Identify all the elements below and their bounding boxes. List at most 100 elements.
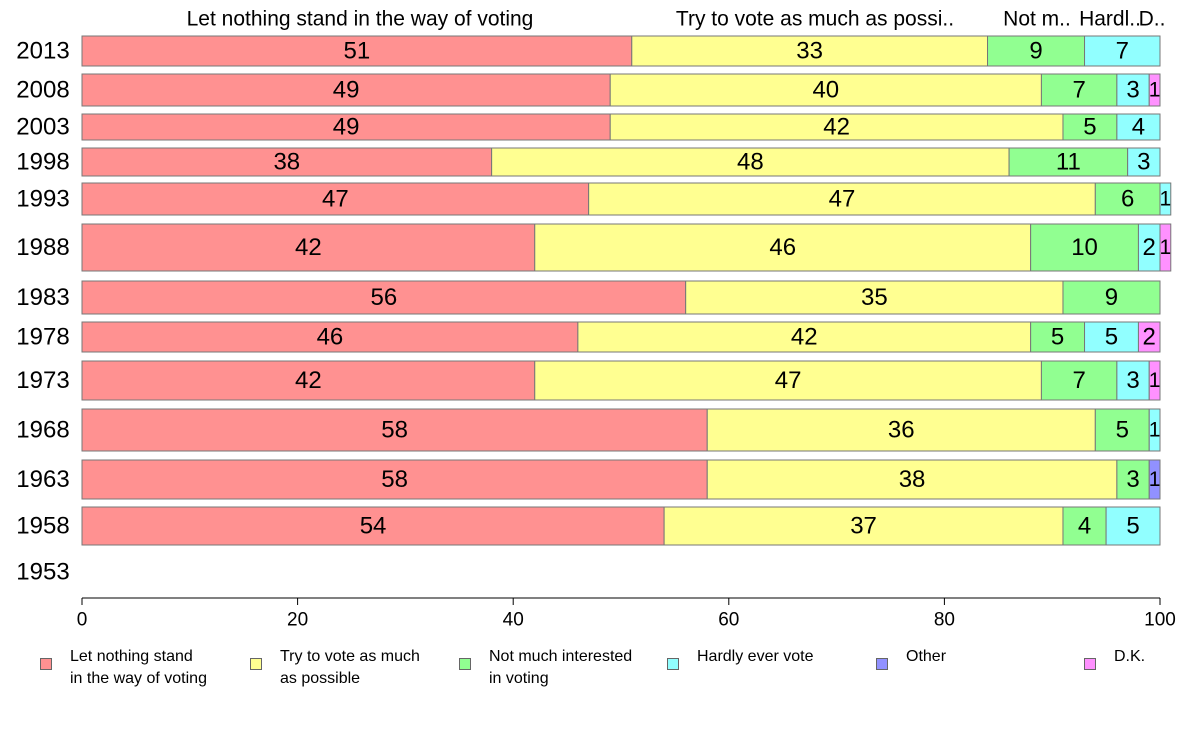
bar-segment: [1094, 408, 1150, 452]
x-tick-label: 40: [503, 610, 524, 631]
data-label: 58: [381, 417, 408, 444]
bar-segment: [1148, 408, 1161, 452]
legend-label: D.K.: [1114, 648, 1146, 665]
data-label: 5: [1051, 324, 1064, 351]
data-label: 46: [769, 234, 796, 261]
data-label: 1: [1149, 419, 1161, 442]
bar-segment: [81, 223, 536, 272]
bar-segment: [1040, 360, 1118, 401]
legend-label: Try to vote as much as possible: [280, 648, 420, 687]
y-tick-label: 2008: [16, 77, 69, 104]
data-label: 1: [1149, 369, 1161, 392]
legend-swatch: [459, 658, 471, 670]
x-tick-label: 0: [77, 610, 88, 631]
x-tick-label: 100: [1144, 610, 1176, 631]
data-label: 49: [333, 114, 360, 141]
data-label: 42: [823, 114, 850, 141]
legend-item-dk: D.K.: [1084, 646, 1145, 679]
bar-segment: [1127, 147, 1161, 177]
bar-segment: [1105, 506, 1161, 546]
data-label: 38: [899, 466, 926, 493]
data-label: 35: [861, 284, 888, 311]
legend-swatch: [40, 658, 52, 670]
bar-segment: [491, 147, 1010, 177]
bar-segment: [81, 113, 611, 141]
bar-segment: [81, 506, 665, 546]
data-label: 47: [322, 186, 349, 213]
y-tick-label: 2003: [16, 114, 69, 141]
data-label: 11: [1056, 149, 1081, 176]
data-label: 42: [295, 367, 322, 394]
bar-segment: [1148, 360, 1161, 401]
bar-segment: [534, 360, 1042, 401]
bar-segment: [1116, 459, 1150, 500]
bar-segment: [1062, 280, 1161, 315]
data-label: 5: [1126, 513, 1139, 540]
y-tick-label: 1958: [16, 513, 69, 540]
legend-swatch: [1084, 658, 1096, 670]
data-label: 5: [1116, 417, 1129, 444]
bar-segment: [1148, 73, 1161, 107]
data-label: 3: [1126, 77, 1139, 104]
data-label: 2: [1143, 234, 1156, 261]
data-label: 37: [850, 513, 877, 540]
bar-segment: [81, 321, 579, 353]
data-label: 47: [829, 186, 856, 213]
data-label: 4: [1078, 513, 1091, 540]
data-label: 33: [796, 38, 823, 65]
y-tick-label: 1973: [16, 367, 69, 394]
bar-segment: [609, 113, 1064, 141]
data-label: 49: [333, 77, 360, 104]
data-label: 42: [791, 324, 818, 351]
legend-item-try-to-vote: Try to vote as much as possible: [250, 646, 420, 690]
y-tick-label: 1953: [16, 559, 69, 586]
bar-segment: [685, 280, 1064, 315]
bar-segment: [1062, 113, 1118, 141]
data-label: 1: [1160, 188, 1172, 211]
data-label: 54: [360, 513, 387, 540]
data-label: 40: [812, 77, 839, 104]
y-tick-label: 2013: [16, 38, 69, 65]
bar-segment: [1116, 113, 1161, 141]
x-tick-label: 60: [718, 610, 739, 631]
data-label: 56: [370, 284, 397, 311]
bar-segment: [81, 280, 687, 315]
bar-segment: [81, 73, 611, 107]
y-tick-label: 1993: [16, 186, 69, 213]
bar-segment: [81, 35, 633, 67]
bar-segment: [81, 147, 493, 177]
bar-segment: [588, 182, 1096, 216]
data-label: 10: [1071, 234, 1098, 261]
data-label: 9: [1029, 38, 1042, 65]
data-label: 3: [1126, 367, 1139, 394]
legend-label: Not much interested in voting: [489, 648, 633, 687]
data-label: 48: [737, 149, 764, 176]
bar-segment: [577, 321, 1032, 353]
legend-swatch: [876, 658, 888, 670]
data-label: 1: [1149, 79, 1161, 102]
data-label: 3: [1126, 466, 1139, 493]
bar-segment: [706, 408, 1096, 452]
data-label: 58: [381, 466, 408, 493]
data-label: 42: [295, 234, 322, 261]
data-label: 4: [1132, 114, 1145, 141]
y-tick-label: 1988: [16, 234, 69, 261]
bar-segment: [1062, 506, 1107, 546]
bar-segment: [631, 35, 989, 67]
legend-swatch: [667, 658, 679, 670]
y-tick-label: 1963: [16, 466, 69, 493]
data-label: 3: [1137, 149, 1150, 176]
legend-label: Other: [906, 648, 947, 665]
legend-item-hardly-ever-vote: Hardly ever vote: [667, 646, 814, 679]
legend-item-let-nothing-stand: Let nothing stand in the way of voting: [40, 646, 207, 690]
y-tick-label: 1968: [16, 417, 69, 444]
top-label: Try to vote as much as possi..: [676, 8, 954, 31]
data-label: 51: [344, 38, 371, 65]
data-label: 1: [1149, 468, 1161, 491]
data-label: 7: [1072, 367, 1085, 394]
data-label: 7: [1116, 38, 1129, 65]
x-tick-label: 80: [934, 610, 955, 631]
bar-segment: [1148, 459, 1161, 500]
y-tick-label: 1998: [16, 149, 69, 176]
y-tick-label: 1983: [16, 284, 69, 311]
